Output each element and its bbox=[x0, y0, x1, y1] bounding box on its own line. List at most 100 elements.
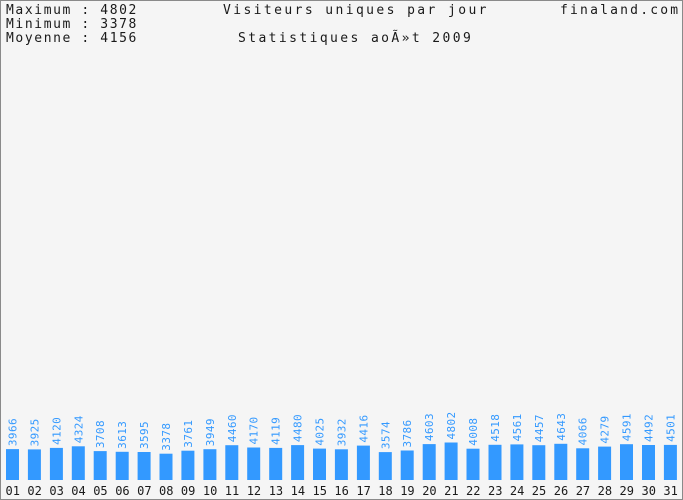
day-label-03: 03 bbox=[49, 484, 63, 498]
bar-20 bbox=[422, 444, 436, 480]
bar-09 bbox=[181, 450, 195, 480]
bar-01 bbox=[6, 449, 19, 480]
bar-02 bbox=[27, 449, 41, 480]
value-label-04: 4324 bbox=[72, 415, 85, 443]
bar-14 bbox=[291, 445, 305, 480]
bar-28 bbox=[598, 446, 612, 480]
value-label-11: 4460 bbox=[226, 414, 239, 442]
value-label-03: 4120 bbox=[50, 417, 63, 445]
day-label-11: 11 bbox=[225, 484, 239, 498]
bar-06 bbox=[115, 451, 129, 480]
value-label-25: 4457 bbox=[533, 414, 546, 442]
bar-17 bbox=[356, 445, 370, 480]
day-label-15: 15 bbox=[313, 484, 327, 498]
day-label-27: 27 bbox=[576, 484, 590, 498]
bar-05 bbox=[93, 451, 107, 480]
value-label-27: 4066 bbox=[577, 417, 590, 445]
day-label-22: 22 bbox=[466, 484, 480, 498]
value-label-01: 3966 bbox=[7, 418, 20, 446]
day-label-24: 24 bbox=[510, 484, 524, 498]
value-label-17: 4416 bbox=[357, 415, 370, 443]
day-label-18: 18 bbox=[378, 484, 392, 498]
value-label-08: 3378 bbox=[160, 423, 173, 451]
day-label-23: 23 bbox=[488, 484, 502, 498]
day-label-07: 07 bbox=[137, 484, 151, 498]
day-label-29: 29 bbox=[620, 484, 634, 498]
value-label-02: 3925 bbox=[28, 418, 41, 446]
value-label-26: 4643 bbox=[555, 413, 568, 441]
chart-title: Visiteurs uniques par jour bbox=[223, 3, 489, 18]
day-label-26: 26 bbox=[554, 484, 568, 498]
bar-13 bbox=[269, 447, 283, 480]
day-label-02: 02 bbox=[27, 484, 41, 498]
day-label-05: 05 bbox=[93, 484, 107, 498]
day-label-09: 09 bbox=[181, 484, 195, 498]
day-label-04: 04 bbox=[71, 484, 85, 498]
site-name: finaland.com bbox=[560, 3, 681, 18]
day-label-08: 08 bbox=[159, 484, 173, 498]
value-label-30: 4492 bbox=[643, 414, 656, 442]
day-label-25: 25 bbox=[532, 484, 546, 498]
bar-03 bbox=[49, 447, 63, 480]
bar-23 bbox=[488, 444, 502, 480]
bar-25 bbox=[532, 445, 546, 480]
value-label-13: 4119 bbox=[270, 417, 283, 445]
bar-11 bbox=[225, 445, 239, 480]
minimum-stat: Minimum : 3378 bbox=[6, 17, 138, 32]
day-label-20: 20 bbox=[422, 484, 436, 498]
bar-10 bbox=[203, 449, 217, 480]
value-label-28: 4279 bbox=[599, 416, 612, 444]
day-label-31: 31 bbox=[663, 484, 677, 498]
bar-19 bbox=[400, 450, 414, 480]
value-label-29: 4591 bbox=[621, 413, 634, 441]
value-label-15: 4025 bbox=[314, 418, 327, 446]
value-label-21: 4802 bbox=[445, 411, 458, 439]
bar-16 bbox=[334, 449, 348, 480]
bar-24 bbox=[510, 444, 524, 480]
bar-21 bbox=[444, 442, 458, 480]
bar-26 bbox=[554, 443, 568, 480]
bar-07 bbox=[137, 452, 151, 480]
bar-27 bbox=[576, 448, 590, 480]
value-label-06: 3613 bbox=[116, 421, 129, 449]
value-label-10: 3949 bbox=[204, 418, 217, 446]
bar-29 bbox=[620, 444, 633, 480]
value-label-22: 4008 bbox=[467, 418, 480, 446]
bar-18 bbox=[378, 452, 392, 480]
bar-15 bbox=[313, 448, 326, 480]
day-label-17: 17 bbox=[356, 484, 370, 498]
day-label-16: 16 bbox=[334, 484, 348, 498]
day-label-30: 30 bbox=[642, 484, 656, 498]
day-label-13: 13 bbox=[269, 484, 283, 498]
day-label-19: 19 bbox=[400, 484, 414, 498]
value-label-07: 3595 bbox=[138, 421, 151, 449]
day-label-14: 14 bbox=[291, 484, 305, 498]
day-label-06: 06 bbox=[115, 484, 129, 498]
value-label-24: 4561 bbox=[511, 413, 524, 441]
bar-30 bbox=[642, 445, 655, 480]
day-label-28: 28 bbox=[598, 484, 612, 498]
average-stat: Moyenne : 4156 bbox=[6, 31, 138, 46]
day-label-21: 21 bbox=[444, 484, 458, 498]
value-label-16: 3932 bbox=[335, 418, 348, 446]
value-label-05: 3708 bbox=[94, 420, 107, 448]
day-label-01: 01 bbox=[6, 484, 20, 498]
value-label-31: 4501 bbox=[664, 414, 677, 442]
value-label-19: 3786 bbox=[401, 419, 414, 447]
day-label-12: 12 bbox=[247, 484, 261, 498]
maximum-stat: Maximum : 4802 bbox=[6, 3, 138, 18]
bar-04 bbox=[71, 446, 85, 480]
chart-subtitle: Statistiques aoÃ»t 2009 bbox=[238, 31, 474, 46]
value-label-23: 4518 bbox=[489, 414, 502, 442]
day-label-10: 10 bbox=[203, 484, 217, 498]
value-label-20: 4603 bbox=[423, 413, 436, 441]
value-label-09: 3761 bbox=[182, 420, 195, 448]
value-label-14: 4480 bbox=[292, 414, 305, 442]
bar-08 bbox=[159, 453, 173, 480]
value-label-12: 4170 bbox=[248, 416, 261, 444]
bar-22 bbox=[466, 448, 480, 480]
value-label-18: 3574 bbox=[379, 421, 392, 449]
bar-12 bbox=[247, 447, 261, 480]
